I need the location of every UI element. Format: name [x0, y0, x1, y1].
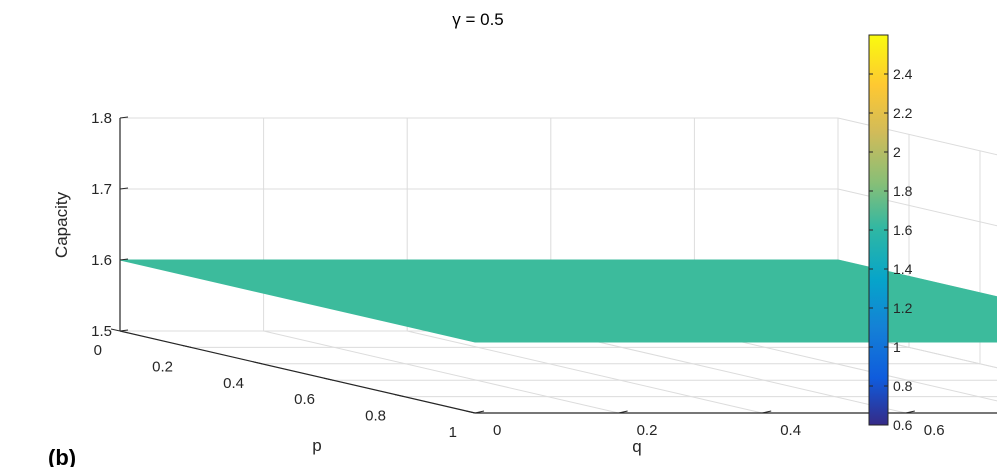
colorbar: 0.6 0.8 1 1.2 1.4 1.6 1.8 2 2.2 2.4 — [868, 34, 913, 433]
y-tick-label: 0 — [493, 422, 501, 439]
y-tick-label: 0.6 — [924, 422, 945, 439]
floor-grid-line — [694, 330, 997, 402]
x-tick-mark — [394, 394, 405, 398]
x-tick-mark — [181, 344, 192, 348]
y-tick-label: 0.2 — [637, 422, 658, 439]
y-tick-label: 0.4 — [780, 422, 801, 439]
colorbar-tick-label: 1.4 — [893, 261, 913, 277]
colorbar-tick-label: 0.8 — [893, 378, 913, 394]
z-tick-label: 1.6 — [91, 252, 112, 269]
x-tick-label: 1 — [449, 424, 457, 441]
floor-grid-line — [407, 330, 763, 414]
wall-grid-line — [837, 330, 997, 369]
floor-grid-line — [550, 330, 906, 414]
wall-grid-line — [837, 117, 997, 156]
y-axis-label: q — [632, 437, 641, 456]
chart-title: γ = 0.5 — [452, 10, 504, 29]
z-tick-mark — [119, 258, 129, 261]
colorbar-tick-label: 1 — [893, 339, 901, 355]
x-axis-line — [119, 330, 476, 414]
y-tick-mark — [474, 410, 485, 414]
x-tick-label: 0.4 — [223, 375, 244, 392]
y-tick-mark — [905, 410, 915, 414]
x-tick-label: 0.6 — [294, 391, 315, 408]
axes-lines — [119, 118, 997, 414]
colorbar-tick-label: 2.4 — [893, 66, 913, 82]
tick-marks: 0 0.2 0.4 0.6 0.8 1 0 0.2 0.4 0.6 0.8 1 1.5 1.6 1.7 1.8 — [91, 110, 945, 441]
x-tick-label: 0.2 — [152, 358, 173, 375]
x-tick-label: 0.8 — [365, 408, 386, 425]
y-tick-mark — [762, 410, 772, 414]
colorbar-tick-label: 0.6 — [893, 417, 913, 433]
floor-grid-line — [263, 330, 619, 414]
surface-layer — [119, 259, 997, 343]
colorbar-ticks: 0.6 0.8 1 1.2 1.4 1.6 1.8 2 2.2 2.4 — [869, 66, 913, 433]
colorbar-tick-label: 1.6 — [893, 222, 913, 238]
z-tick-label: 1.7 — [91, 181, 112, 198]
x-tick-mark — [110, 328, 121, 332]
colorbar-tick-label: 2 — [893, 144, 901, 160]
wall-grid-line — [837, 188, 997, 227]
z-tick-label: 1.8 — [91, 110, 112, 127]
x-axis-label: p — [312, 436, 321, 455]
colorbar-tick-label: 1.2 — [893, 300, 913, 316]
floor-grid-line — [837, 330, 997, 369]
z-tick-mark — [119, 116, 129, 119]
y-tick-mark — [618, 410, 628, 414]
z-tick-mark — [119, 187, 129, 190]
colorbar-tick-label: 2.2 — [893, 105, 913, 121]
colorbar-tick-label: 1.8 — [893, 183, 913, 199]
z-tick-label: 1.5 — [91, 323, 112, 340]
x-tick-mark — [465, 410, 476, 414]
z-tick-mark — [119, 329, 129, 332]
surface-plane — [119, 259, 997, 343]
x-tick-label: 0 — [94, 342, 102, 359]
x-tick-mark — [323, 377, 334, 381]
z-axis-label: Capacity — [52, 191, 71, 258]
x-tick-mark — [252, 361, 263, 365]
panel-label: (b) — [48, 445, 76, 467]
